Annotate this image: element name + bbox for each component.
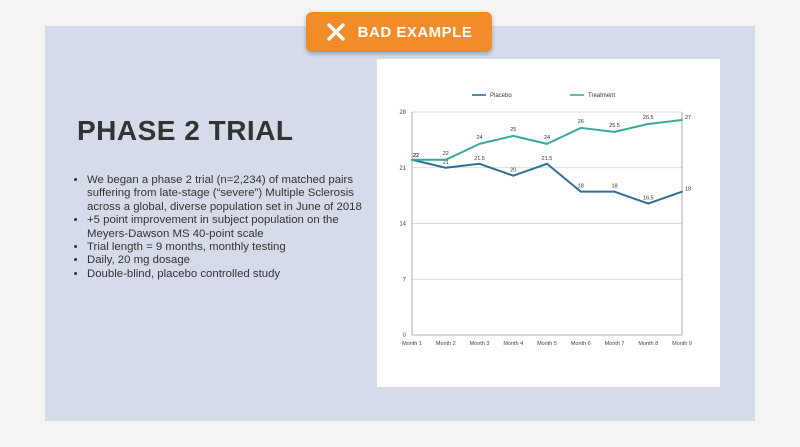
data-point xyxy=(613,131,616,133)
x-tick-label: Month 5 xyxy=(537,341,557,347)
data-point xyxy=(478,162,481,165)
line-chart: 0 7 14 21 28 Month 1 Month 2 Month 3 Month 4 Mont… xyxy=(399,93,692,347)
data-label: 22 xyxy=(443,151,449,157)
chart-card: 0 7 14 21 28 Month 1 Month 2 Month 3 Month 4 Mont… xyxy=(377,59,720,387)
data-label: 21 xyxy=(443,160,449,166)
y-tick-label: 7 xyxy=(403,277,407,283)
data-label: 25.5 xyxy=(609,123,620,129)
data-point xyxy=(444,158,447,161)
data-label: 22 xyxy=(413,153,419,159)
data-point xyxy=(681,190,683,193)
data-label: 16.5 xyxy=(643,196,654,202)
data-label: 20 xyxy=(510,168,516,174)
y-tick-label: 14 xyxy=(399,222,406,228)
x-icon xyxy=(326,23,345,41)
data-label: 26 xyxy=(578,119,584,125)
data-label: 27 xyxy=(685,115,691,121)
data-label: 25 xyxy=(510,127,516,133)
bullet-item: Daily, 20 mg dosage xyxy=(87,254,367,267)
y-tick-label: 21 xyxy=(399,166,406,172)
data-point xyxy=(512,134,515,137)
x-tick-label: Month 8 xyxy=(638,341,658,347)
x-tick-label: Month 7 xyxy=(605,341,625,347)
data-point xyxy=(546,162,548,165)
data-point xyxy=(647,123,650,125)
y-tick-label: 28 xyxy=(399,110,406,116)
bullet-item: Double-blind, placebo controlled study xyxy=(87,268,367,281)
data-point xyxy=(444,166,447,169)
data-label: 18 xyxy=(611,184,617,190)
data-label: 26.5 xyxy=(643,115,654,121)
data-label: 24 xyxy=(476,135,482,141)
x-tick-label: Month 4 xyxy=(503,341,523,347)
bad-example-badge: BAD EXAMPLE xyxy=(306,12,492,52)
bullet-item: We began a phase 2 trial (n=2,234) of ma… xyxy=(87,174,367,214)
data-label: 18 xyxy=(685,187,691,193)
x-tick-label: Month 6 xyxy=(571,341,591,347)
bullet-item: +5 point improvement in subject populati… xyxy=(87,214,367,241)
data-point xyxy=(613,190,616,193)
bullet-list: We began a phase 2 trial (n=2,234) of ma… xyxy=(73,174,367,281)
badge-label: BAD EXAMPLE xyxy=(357,23,473,41)
x-tick-label: Month 1 xyxy=(402,341,422,347)
data-label: 22 xyxy=(413,153,419,159)
data-point xyxy=(579,127,582,129)
data-point xyxy=(478,142,481,145)
series-line xyxy=(411,158,683,205)
legend-label: Placebo xyxy=(490,93,512,99)
data-point xyxy=(512,174,515,177)
data-point xyxy=(681,119,683,121)
legend-label: Treatment xyxy=(588,93,615,99)
data-point xyxy=(411,158,413,161)
slide-title: PHASE 2 TRIAL xyxy=(77,115,294,146)
data-point xyxy=(647,202,650,205)
data-point xyxy=(546,142,548,145)
data-label: 24 xyxy=(544,135,550,141)
data-label: 18 xyxy=(578,184,584,190)
y-tick-label: 0 xyxy=(403,333,407,339)
x-tick-label: Month 3 xyxy=(470,341,490,347)
data-label: 21.5 xyxy=(542,156,553,162)
x-tick-label: Month 2 xyxy=(436,341,456,347)
data-point xyxy=(579,190,582,193)
data-label: 21.5 xyxy=(474,156,485,162)
bullet-item: Trial length = 9 months, monthly testing xyxy=(87,241,367,254)
x-tick-label: Month 9 xyxy=(672,341,692,347)
